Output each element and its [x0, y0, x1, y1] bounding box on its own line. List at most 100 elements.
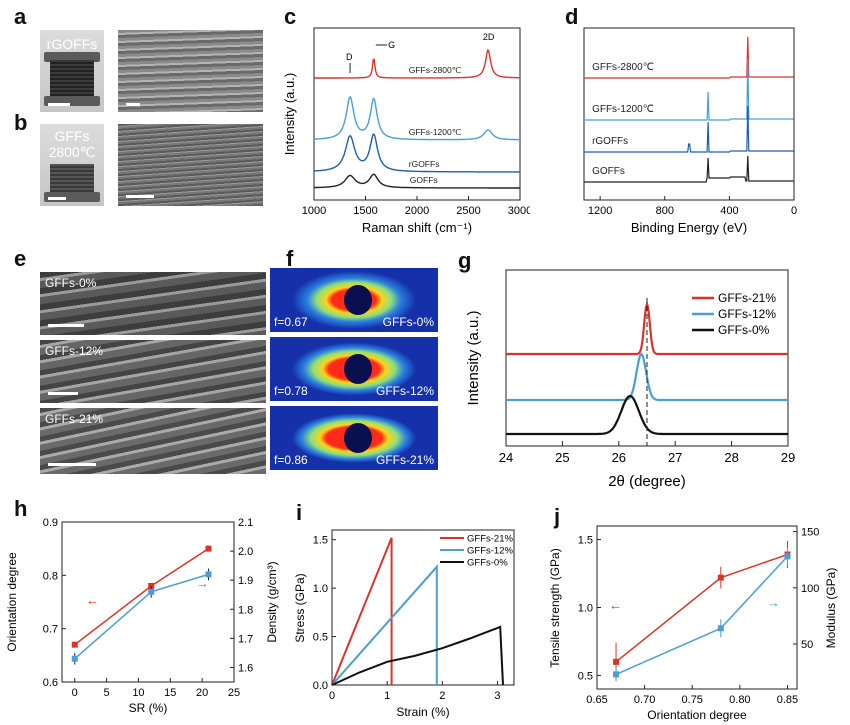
series-label: GFFs-1200℃ — [592, 104, 654, 115]
x-tick-label: 400 — [720, 205, 738, 217]
orientation-factor: f=0.67 — [274, 315, 308, 329]
beam-stop — [344, 354, 372, 384]
data-point — [71, 641, 78, 648]
x-tick-label: 1200 — [588, 205, 612, 217]
sem-image-12: GFFs-12% — [40, 340, 266, 403]
y-axis-label: Stress (GPa) — [293, 573, 307, 642]
spool-photo-gffs-2800: GFFs 2800℃ — [40, 124, 104, 206]
x-tick-label: 27 — [668, 450, 682, 465]
y-tick-label: 0.0 — [313, 680, 328, 692]
x-tick-label: 5 — [104, 687, 110, 699]
x-tick-label: 0.70 — [634, 694, 655, 706]
orientation-factor: f=0.86 — [274, 453, 308, 467]
xrd-2d-pattern: f=0.67 GFFs-0% — [270, 268, 438, 332]
y2-axis-label: Density (g/cm³) — [265, 561, 279, 642]
peak-label-d: D — [346, 52, 353, 62]
data-point — [784, 553, 791, 560]
x-tick-label: 1500 — [353, 205, 377, 217]
series-line-2 — [331, 625, 504, 686]
series-line-2 — [584, 105, 794, 153]
series-label: rGOFFs — [592, 136, 628, 147]
series-line-0 — [506, 299, 788, 356]
y-axis-label: Tensile strength (GPa) — [548, 548, 562, 667]
y2-axis-label: Modulus (GPa) — [824, 568, 838, 649]
x-tick-label: 0 — [791, 205, 797, 217]
series-line-1 — [314, 95, 520, 141]
series-line-1 — [74, 573, 209, 660]
x-tick-label: 28 — [724, 450, 738, 465]
panel-label-g: g — [458, 248, 472, 273]
data-point — [717, 574, 724, 581]
x-axis-label: Binding Energy (eV) — [631, 220, 747, 235]
fiber-closeup-gffs-2800 — [118, 124, 263, 206]
y2-tick-label: 100 — [801, 583, 819, 595]
axis-arrow-left: ← — [86, 593, 99, 608]
x-tick-label: 20 — [196, 687, 208, 699]
plot-frame — [61, 521, 235, 683]
fiber-closeup-rgoffs — [118, 30, 263, 112]
x-tick-label: 1 — [384, 690, 390, 702]
sem-image-0: GFFs-0% — [40, 272, 266, 335]
x-tick-label: 29 — [781, 450, 795, 465]
x-tick-label: 0 — [72, 687, 78, 699]
orientation-factor: f=0.78 — [274, 384, 308, 398]
y2-tick-label: 2.0 — [238, 546, 253, 558]
data-point — [205, 545, 212, 552]
raman-chart: GFFs-2800℃ GFFs-1200℃ rGOFFs GOFFs D G 2D 1000… — [282, 27, 530, 235]
x-axis-label: Orientation degree — [647, 708, 747, 722]
plot-frame — [331, 529, 515, 686]
x-tick-label: 0 — [329, 690, 335, 702]
y-tick-label: 0.6 — [43, 677, 58, 689]
x-axis-label: Raman shift (cm⁻¹) — [362, 220, 472, 235]
x-tick-label: 25 — [555, 450, 569, 465]
series-label: GFFs-1200℃ — [409, 127, 462, 137]
x-axis-label: Strain (%) — [396, 705, 449, 719]
x-tick-label: 10 — [132, 687, 144, 699]
y-tick-label: 0.8 — [43, 570, 58, 582]
series-line-3 — [584, 155, 794, 183]
x-tick-label: 24 — [499, 450, 513, 465]
sample-label: GFFs-0% — [382, 315, 434, 329]
photo-label-temp: 2800℃ — [48, 144, 96, 160]
data-point — [148, 588, 155, 595]
x-tick-label: 2000 — [405, 205, 429, 217]
peak-label-2d: 2D — [483, 32, 495, 42]
x-tick-label: 3000 — [508, 205, 530, 217]
beam-stop — [344, 423, 372, 453]
x-axis-label: 2θ (degree) — [608, 473, 686, 490]
peak-label-g: G — [388, 40, 395, 50]
x-tick-label: 1000 — [302, 205, 326, 217]
x-axis-label: SR (%) — [129, 701, 168, 715]
legend-label: GFFs-0% — [718, 323, 770, 337]
legend-label: GFFs-12% — [718, 307, 776, 321]
legend-label: GFFs-12% — [467, 546, 513, 557]
series-label: GFFs-2800℃ — [409, 65, 462, 75]
x-tick-label: 800 — [656, 205, 674, 217]
series-line-0 — [615, 553, 788, 663]
x-tick-label: 0.65 — [586, 694, 607, 706]
series-line-0 — [584, 36, 794, 79]
legend-label: GFFs-21% — [467, 534, 513, 545]
stress-strain-chart: 0 1 2 3 0.0 0.5 1.0 1.5 GFFs-21%GFFs-12%GFFs-0%… — [293, 529, 515, 719]
y2-tick-label: 1.8 — [238, 604, 253, 616]
y-tick-label: 0.5 — [313, 632, 328, 644]
plot-frame — [583, 27, 795, 201]
sem-label: GFFs-21% — [45, 412, 104, 426]
x-tick-label: 26 — [612, 450, 626, 465]
y-tick-label: 1.5 — [313, 535, 328, 547]
legend-label: GFFs-21% — [718, 291, 776, 305]
panel-label-h: h — [14, 496, 28, 521]
photo-label-gffs: GFFs — [54, 128, 90, 144]
panel-label-d: d — [565, 4, 579, 29]
y2-tick-label: 1.7 — [238, 633, 253, 645]
panel-label-j: j — [554, 504, 561, 529]
sem-image-21: GFFs-21% — [40, 408, 266, 474]
series-line-0 — [314, 48, 520, 79]
panel-label-e: e — [14, 246, 27, 271]
y2-tick-label: 1.6 — [238, 662, 253, 674]
y2-tick-label: 1.9 — [238, 575, 253, 587]
data-point — [613, 658, 620, 665]
y-tick-label: 1.0 — [313, 583, 328, 595]
xrd-2d-pattern: f=0.78 GFFs-12% — [270, 337, 438, 401]
panel-label-i: i — [296, 500, 303, 525]
